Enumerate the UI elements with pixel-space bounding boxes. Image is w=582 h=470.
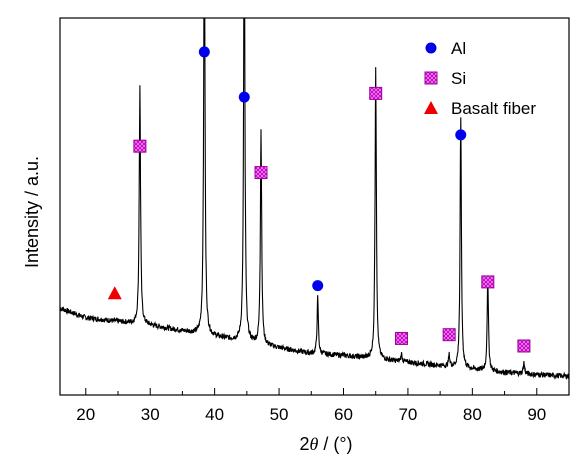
al-marker <box>238 91 250 103</box>
legend-label-basalt-fiber: Basalt fiber <box>451 99 536 118</box>
al-marker <box>312 280 324 292</box>
si-marker <box>517 339 531 353</box>
x-axis-ticks: 20 30 40 50 60 70 80 90 <box>76 388 546 424</box>
x-tick-label: 50 <box>270 405 289 424</box>
si-marker <box>442 328 456 342</box>
x-tick-label: 20 <box>76 405 95 424</box>
x-tick-label: 90 <box>527 405 546 424</box>
x-axis-label-symbol: θ <box>309 434 318 454</box>
phase-markers <box>107 46 531 353</box>
legend-basalt-fiber-icon <box>424 101 438 114</box>
legend-label-al: Al <box>451 39 466 58</box>
legend-label-si: Si <box>451 69 466 88</box>
si-marker <box>133 139 147 153</box>
legend-si-icon <box>424 71 438 85</box>
xrd-pattern-line <box>60 18 569 380</box>
x-tick-label: 40 <box>205 405 224 424</box>
si-marker <box>394 331 408 345</box>
x-tick-label: 70 <box>398 405 417 424</box>
si-marker <box>254 166 268 180</box>
x-axis-label-prefix: 2 <box>299 434 309 454</box>
y-axis-label: Intensity / a.u. <box>22 156 42 268</box>
x-tick-label: 80 <box>463 405 482 424</box>
x-axis-label-suffix: / (°) <box>318 434 352 454</box>
si-marker <box>481 275 495 289</box>
al-marker <box>198 46 210 58</box>
legend: Al Si Basalt fiber <box>424 39 536 118</box>
basalt-fiber-marker <box>107 286 122 300</box>
x-tick-label: 60 <box>334 405 353 424</box>
x-axis-label: 2θ / (°) <box>299 434 352 454</box>
al-marker <box>455 129 467 141</box>
plot-area: 20 30 40 50 60 70 80 90 <box>59 17 570 424</box>
legend-al-icon <box>425 42 437 54</box>
si-marker <box>369 86 383 100</box>
x-tick-label: 30 <box>141 405 160 424</box>
plot-frame <box>59 17 570 396</box>
